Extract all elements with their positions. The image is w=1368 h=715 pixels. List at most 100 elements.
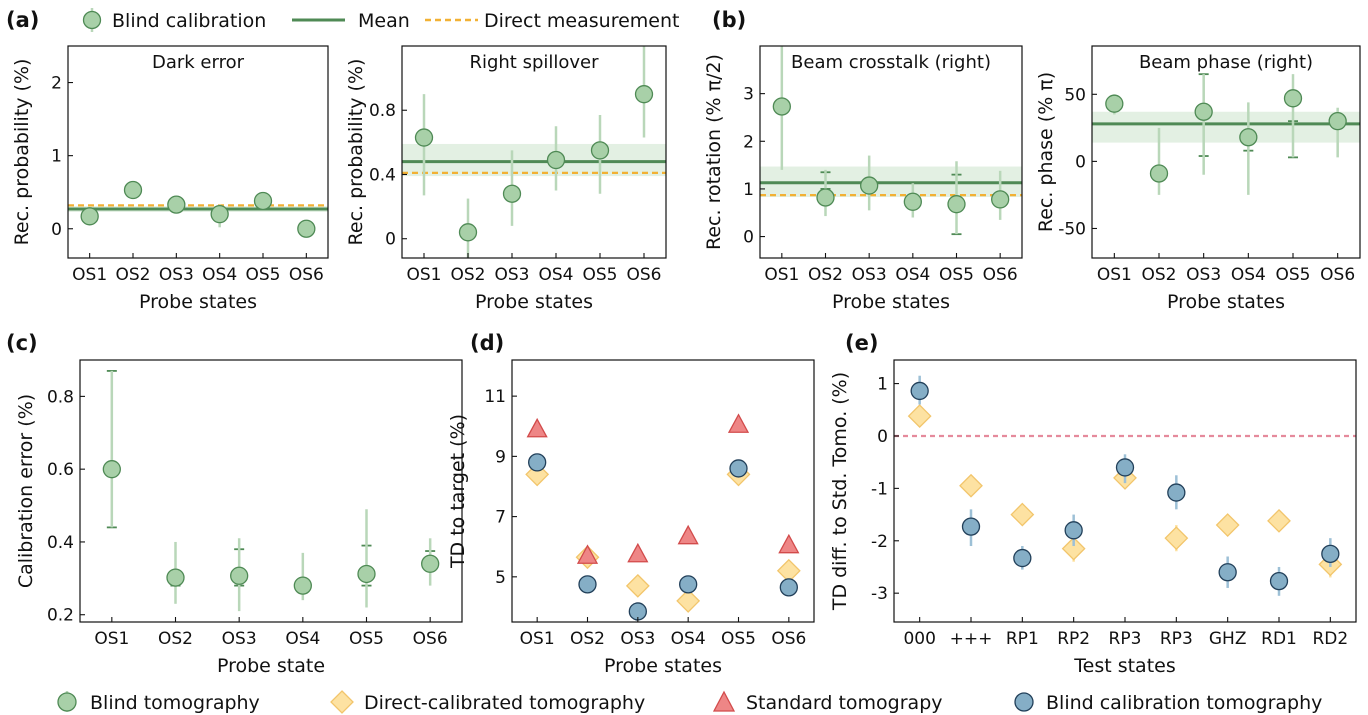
xtick-label: OS5 [583, 265, 618, 285]
data-point [253, 191, 273, 211]
blind-cal-tomo-point [910, 381, 929, 401]
blind-cal-tomo-point [779, 578, 798, 597]
blind-cal-tomo-point [1321, 544, 1340, 564]
mean-band [402, 143, 666, 177]
ytick-label: 11 [484, 387, 506, 407]
data-point [991, 190, 1010, 209]
legend-standard-tomography: Standard tomograpy [746, 692, 943, 714]
data-point [166, 568, 185, 587]
xtick-label: OS3 [222, 629, 257, 649]
x-axis-label: Probe states [475, 291, 593, 313]
direct-tomo-point [959, 473, 983, 498]
legend-mean: Mean [358, 10, 410, 32]
panel-label-a: (a) [6, 8, 39, 32]
xtick-label: OS1 [1097, 265, 1132, 285]
xtick-label: OS6 [771, 629, 806, 649]
xtick-label: GHZ [1209, 629, 1247, 649]
blind-cal-tomo-point [729, 459, 748, 478]
ytick-label: 7 [495, 508, 506, 528]
data-point [947, 195, 966, 214]
ytick-label: 0.8 [369, 101, 396, 121]
standard-tomo-point [778, 533, 800, 554]
xtick-label: OS3 [852, 265, 887, 285]
data-point [860, 176, 879, 195]
xtick-label: RP3 [1160, 629, 1193, 649]
legend-blind-tomo-marker [57, 692, 77, 712]
direct-tomo-point [1061, 536, 1086, 561]
data-point [102, 460, 121, 479]
xtick-label: OS4 [895, 265, 930, 285]
legend-direct-calibrated-tomography: Direct-calibrated tomography [364, 692, 645, 714]
x-axis-label: Probe states [1167, 291, 1285, 313]
mean-band [1092, 111, 1360, 143]
y-axis-label: Calibration error (%) [15, 394, 37, 588]
data-point [634, 85, 654, 104]
y-axis-label: Rec. phase (% π) [1035, 72, 1057, 232]
x-axis-label: Probe states [832, 291, 950, 313]
ytick-label: 2 [51, 74, 62, 94]
xtick-label: OS1 [520, 629, 555, 649]
ytick-label: 2 [743, 132, 754, 152]
chart-b1: 0 1 2 3 OS1 OS2 OS3 OS4 OS5 OS6 Beam crosstalk (ri… [703, 45, 1023, 313]
axes-frame [79, 359, 463, 623]
xtick-label: RP2 [1057, 629, 1090, 649]
xtick-label: OS1 [72, 265, 107, 285]
data-point [590, 141, 610, 160]
chart-a2: 0 0.4 0.8 OS1 OS2 OS3 OS4 OS5 OS6 Right spillover… [345, 45, 667, 313]
axes-frame [759, 45, 1023, 259]
legend-standard-tomo-marker [712, 690, 736, 712]
x-axis-label: Probe state [217, 655, 325, 677]
blind-cal-tomo-point [528, 453, 547, 472]
data-point [903, 192, 922, 211]
xtick-label: OS3 [620, 629, 655, 649]
axes-frame [1091, 45, 1361, 259]
ytick-label: -2 [871, 532, 888, 552]
xtick-label: RP3 [1109, 629, 1142, 649]
ytick-label: 0 [1075, 152, 1086, 172]
ytick-label: 0.4 [47, 533, 74, 553]
blind-cal-tomo-point [1064, 521, 1083, 540]
direct-tomo-point [676, 589, 701, 613]
xtick-label: OS3 [159, 265, 194, 285]
legend-blind-calibration: Blind calibration [112, 10, 266, 32]
ytick-label: -1 [871, 479, 888, 499]
data-point [297, 219, 316, 238]
xtick-label: OS3 [495, 265, 530, 285]
legend-bottom: Blind tomography Direct-calibrated tomog… [57, 690, 1322, 714]
blind-cal-tomo-point [1167, 483, 1186, 502]
data-point [123, 180, 143, 200]
chart-title: Dark error [152, 52, 245, 73]
ytick-label: 1 [743, 180, 754, 200]
legend-direct-measurement: Direct measurement [484, 10, 679, 32]
legend-top: Blind calibration Mean Direct measuremen… [82, 8, 679, 32]
xtick-label: RD2 [1312, 629, 1348, 649]
data-point [80, 207, 99, 226]
xtick-label: OS1 [407, 265, 442, 285]
x-axis-label: Probe states [604, 655, 722, 677]
xtick-label: OS5 [721, 629, 756, 649]
data-point [1328, 111, 1347, 131]
ytick-label: -3 [871, 584, 888, 604]
standard-tomo-point [576, 544, 599, 564]
xtick-label: OS6 [289, 265, 324, 285]
xtick-label: OS1 [764, 265, 799, 285]
xtick-label: OS2 [158, 629, 193, 649]
ytick-label: 0 [743, 228, 754, 248]
data-point [772, 97, 791, 116]
xtick-label: OS4 [202, 265, 237, 285]
chart-title: Beam crosstalk (right) [791, 52, 991, 73]
ytick-label: 5 [495, 568, 506, 588]
direct-tomo-point [907, 404, 932, 428]
chart-d: 5 7 9 11 OS1 OS2 OS3 OS4 OS5 OS6 Probe states TD to… [447, 359, 815, 677]
y-axis-label: TD to target (%) [447, 414, 469, 569]
xtick-label: OS6 [983, 265, 1018, 285]
direct-tomo-point [1215, 513, 1240, 537]
ytick-label: 1 [877, 375, 888, 395]
legend-direct-tomo-marker [330, 690, 354, 714]
xtick-label: OS2 [808, 265, 843, 285]
chart-e: -3 -2 -1 0 1 000 +++ RP1 RP2 RP3 RP3 GHZ RD1 RD2 Test … [829, 359, 1357, 677]
x-axis-label: Probe states [139, 291, 257, 313]
data-point [230, 566, 249, 585]
ytick-label: 0.8 [47, 387, 74, 407]
standard-tomo-point [627, 542, 649, 563]
